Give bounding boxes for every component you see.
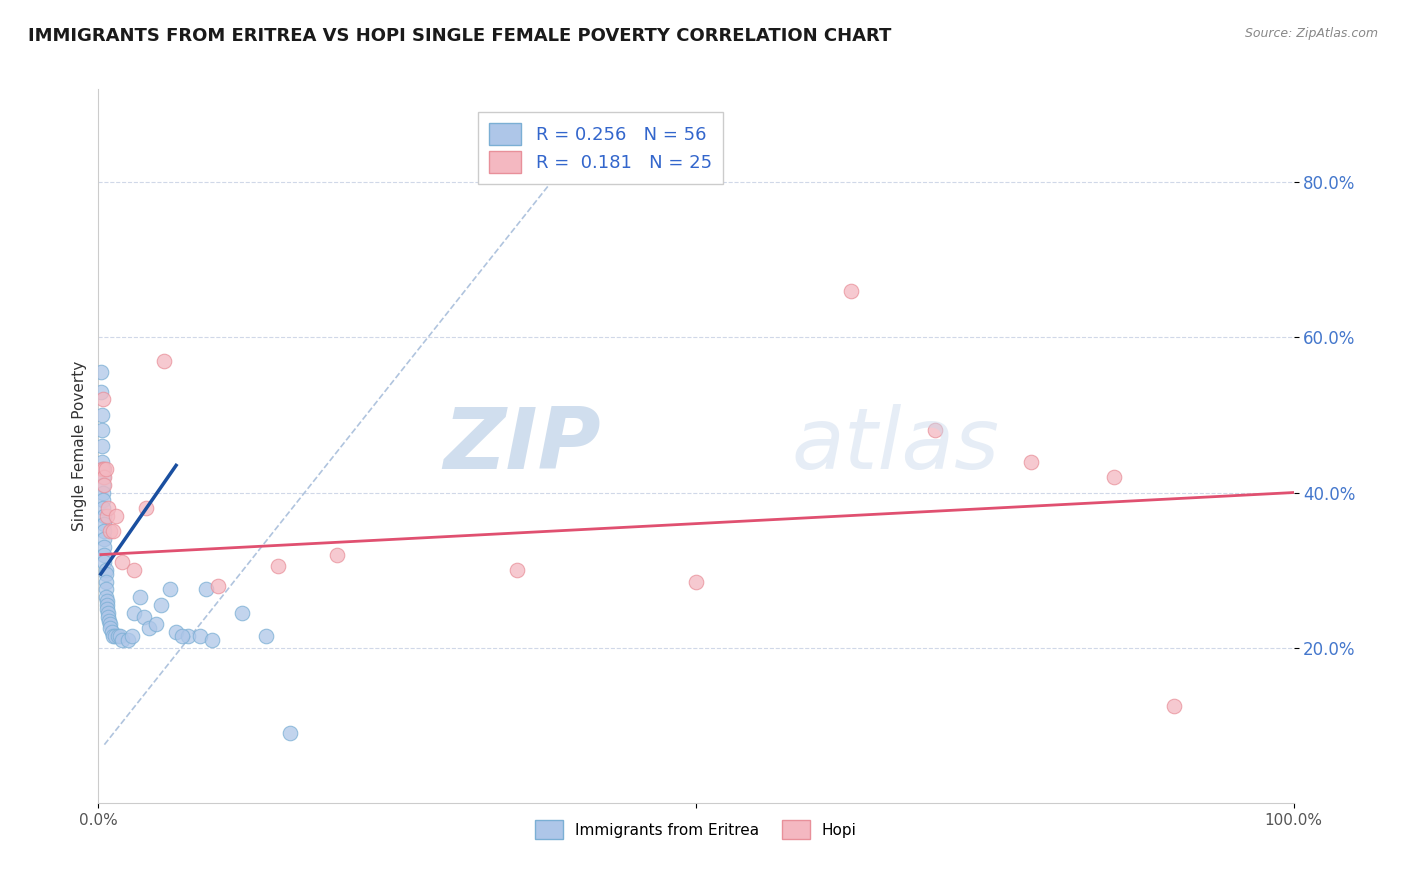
Point: [121, 629, 143, 643]
Point: [98, 614, 121, 628]
Point: [93, 508, 115, 523]
Point: [111, 632, 134, 647]
Point: [172, 629, 194, 643]
Point: [93, 532, 115, 546]
Point: [138, 621, 160, 635]
Point: [108, 629, 131, 643]
Point: [111, 555, 134, 569]
Point: [96, 602, 118, 616]
Text: Source: ZipAtlas.com: Source: ZipAtlas.com: [1244, 27, 1378, 40]
Text: atlas: atlas: [792, 404, 1000, 488]
Point: [1104, 470, 1126, 484]
Point: [91, 462, 114, 476]
Point: [101, 629, 124, 643]
Point: [117, 632, 139, 647]
Point: [97, 609, 120, 624]
Point: [91, 462, 114, 476]
Point: [1163, 698, 1185, 713]
Point: [90, 384, 112, 399]
Point: [98, 524, 122, 539]
Point: [101, 524, 124, 539]
Point: [91, 392, 114, 407]
Point: [841, 284, 863, 298]
Point: [207, 579, 229, 593]
Point: [188, 629, 211, 643]
Point: [98, 617, 122, 632]
Point: [506, 563, 529, 577]
Point: [254, 629, 277, 643]
Point: [326, 548, 349, 562]
Point: [100, 625, 122, 640]
Point: [91, 408, 114, 422]
Legend: Immigrants from Eritrea, Hopi: Immigrants from Eritrea, Hopi: [529, 814, 863, 845]
Point: [94, 591, 117, 605]
Point: [278, 726, 301, 740]
Text: ZIP: ZIP: [443, 404, 600, 488]
Point: [135, 501, 157, 516]
Point: [94, 582, 117, 597]
Text: IMMIGRANTS FROM ERITREA VS HOPI SINGLE FEMALE POVERTY CORRELATION CHART: IMMIGRANTS FROM ERITREA VS HOPI SINGLE F…: [28, 27, 891, 45]
Point: [129, 591, 152, 605]
Point: [97, 606, 120, 620]
Point: [94, 566, 117, 581]
Point: [267, 559, 290, 574]
Point: [96, 508, 118, 523]
Point: [91, 493, 114, 508]
Point: [104, 629, 127, 643]
Point: [153, 353, 176, 368]
Point: [93, 540, 115, 554]
Point: [96, 598, 118, 612]
Point: [94, 574, 117, 589]
Point: [132, 609, 155, 624]
Point: [145, 617, 167, 632]
Point: [124, 563, 146, 577]
Point: [93, 555, 115, 569]
Point: [685, 574, 707, 589]
Point: [91, 439, 114, 453]
Point: [177, 629, 200, 643]
Point: [107, 629, 129, 643]
Point: [93, 548, 115, 562]
Point: [159, 582, 181, 597]
Point: [231, 606, 253, 620]
Point: [94, 462, 117, 476]
Point: [98, 621, 122, 635]
Point: [91, 501, 114, 516]
Point: [165, 625, 187, 640]
Point: [93, 470, 115, 484]
Point: [105, 508, 128, 523]
Point: [149, 598, 172, 612]
Y-axis label: Single Female Poverty: Single Female Poverty: [72, 361, 87, 531]
Point: [93, 477, 115, 491]
Point: [93, 516, 115, 531]
Point: [96, 594, 118, 608]
Point: [94, 563, 117, 577]
Point: [90, 365, 112, 379]
Point: [195, 582, 218, 597]
Point: [924, 424, 946, 438]
Point: [1019, 454, 1042, 468]
Point: [91, 454, 114, 468]
Point: [93, 524, 115, 539]
Point: [201, 632, 224, 647]
Point: [91, 424, 114, 438]
Point: [91, 485, 114, 500]
Point: [91, 477, 114, 491]
Point: [91, 470, 114, 484]
Point: [97, 501, 120, 516]
Point: [93, 462, 115, 476]
Point: [124, 606, 146, 620]
